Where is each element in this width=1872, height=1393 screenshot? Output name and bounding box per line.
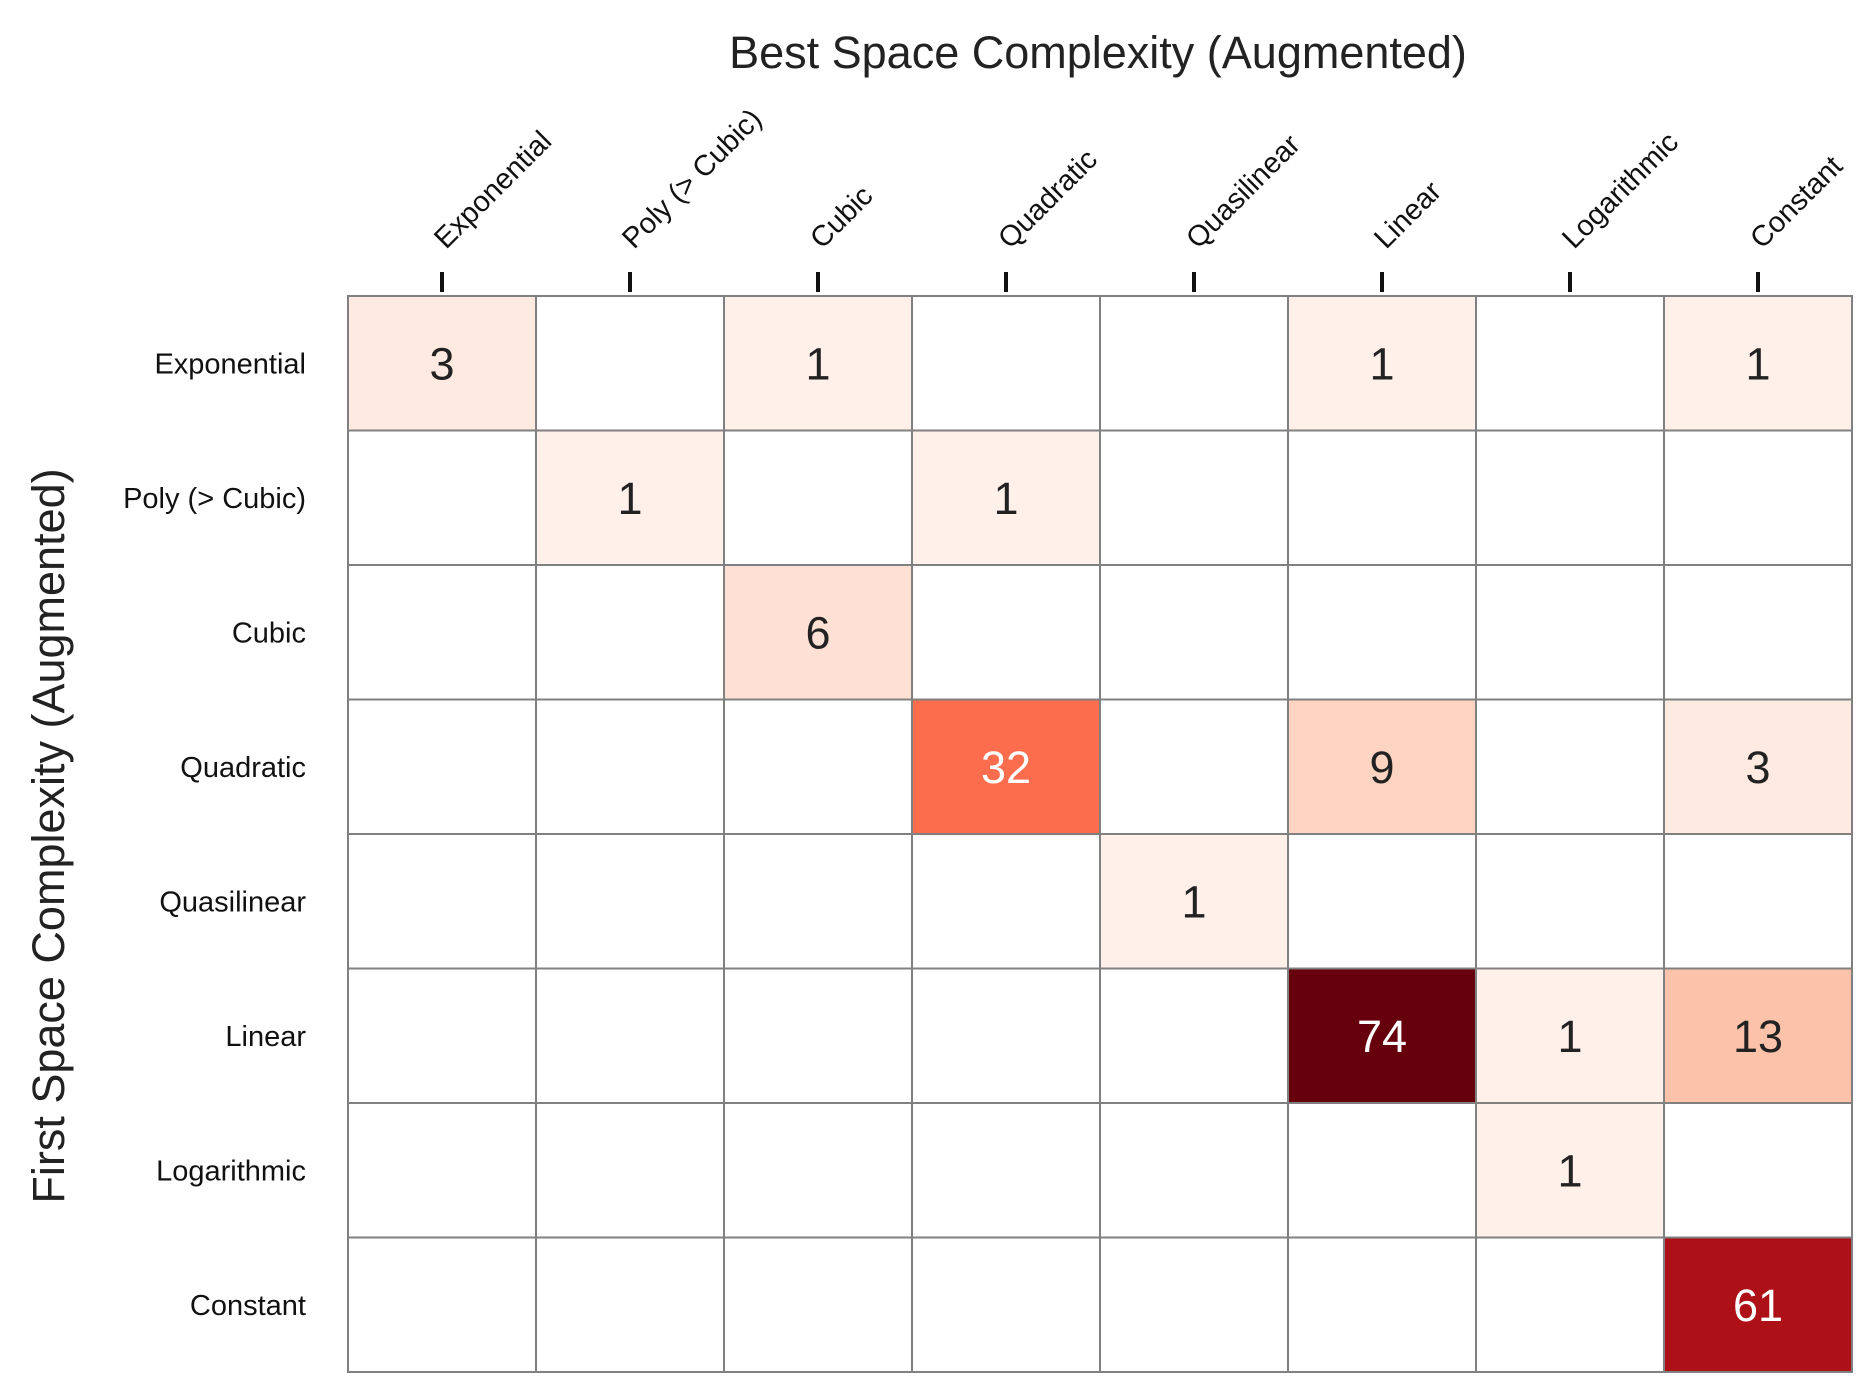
heatmap-cell	[1099, 967, 1289, 1104]
heatmap-cell	[347, 698, 537, 835]
heatmap-cell	[723, 1236, 913, 1373]
heatmap-cell	[535, 295, 725, 432]
y-tick-label: Poly (> Cubic)	[123, 483, 306, 515]
y-axis: Exponential Poly (> Cubic) Cubic Quadratic Q…	[123, 348, 306, 1322]
y-tick-label: Exponential	[154, 348, 306, 380]
heatmap-cell-label: 1	[617, 473, 642, 524]
heatmap-cell-label: 3	[1745, 742, 1770, 793]
heatmap-cell	[911, 295, 1101, 432]
x-axis: Exponential Poly (> Cubic) Cubic Quadratic Q…	[428, 103, 1849, 292]
heatmap-cell-label: 3	[429, 338, 454, 389]
x-tick-label: Poly (> Cubic)	[616, 103, 768, 255]
heatmap-cell	[1287, 429, 1477, 566]
heatmap-cell	[535, 698, 725, 835]
x-tick-label: Constant	[1744, 150, 1849, 255]
heatmap-cell	[723, 1102, 913, 1239]
heatmap-cell	[1287, 295, 1477, 432]
heatmap-cell	[1663, 564, 1853, 701]
y-tick-label: Quasilinear	[159, 886, 306, 918]
heatmap-cell	[347, 967, 537, 1104]
heatmap-cell	[347, 833, 537, 970]
heatmap-cell-label: 6	[805, 607, 830, 658]
heatmap-cell	[1663, 698, 1853, 835]
heatmap-cell	[1475, 698, 1665, 835]
heatmap-cell	[1099, 1236, 1289, 1373]
heatmap-cell	[1475, 833, 1665, 970]
heatmap-cell	[535, 967, 725, 1104]
heatmap-cell	[1099, 429, 1289, 566]
heatmap-cell-label: 1	[1369, 338, 1394, 389]
heatmap-cell	[1663, 429, 1853, 566]
heatmap-cell	[1663, 967, 1853, 1104]
heatmap-cell	[1663, 1236, 1853, 1373]
y-tick-label: Logarithmic	[156, 1155, 306, 1187]
heatmap-cell	[723, 967, 913, 1104]
y-tick-label: Linear	[225, 1021, 306, 1053]
heatmap-cell-label: 61	[1733, 1280, 1783, 1331]
heatmap-cell	[535, 1102, 725, 1239]
heatmap-cell	[1663, 833, 1853, 970]
heatmap-cell	[535, 564, 725, 701]
heatmap-cell-label: 1	[1557, 1011, 1582, 1062]
heatmap-cell	[1287, 564, 1477, 701]
y-tick-label: Constant	[190, 1290, 306, 1322]
heatmap-cell	[1663, 295, 1853, 432]
heatmap-cell	[1475, 295, 1665, 432]
y-axis-label: First Space Complexity (Augmented)	[23, 468, 74, 1203]
chart-title: Best Space Complexity (Augmented)	[729, 27, 1467, 78]
heatmap-cell-label: 74	[1357, 1011, 1407, 1062]
heatmap-cell	[723, 295, 913, 432]
heatmap-cell	[1475, 967, 1665, 1104]
heatmap-cell	[1099, 698, 1289, 835]
heatmap-cell	[347, 564, 537, 701]
heatmap-cell	[911, 1236, 1101, 1373]
heatmap-cell	[1475, 429, 1665, 566]
x-tick-label: Linear	[1368, 175, 1448, 255]
heatmap-cell	[723, 833, 913, 970]
heatmap-cell	[1287, 1236, 1477, 1373]
heatmap-cell	[347, 1236, 537, 1373]
x-tick-label: Cubic	[804, 180, 879, 255]
heatmap-cell	[911, 967, 1101, 1104]
heatmap-cell	[347, 429, 537, 566]
heatmap-cell	[1287, 833, 1477, 970]
heatmap-cell-label: 9	[1369, 742, 1394, 793]
heatmap-cell	[911, 564, 1101, 701]
x-tick-label: Logarithmic	[1556, 126, 1685, 255]
heatmap-cell	[911, 833, 1101, 970]
heatmap-cell-label: 1	[1745, 338, 1770, 389]
heatmap-cell	[535, 833, 725, 970]
heatmap-cell-label: 13	[1733, 1011, 1783, 1062]
heatmap-cell	[1287, 1102, 1477, 1239]
heatmap-cell	[723, 698, 913, 835]
heatmap-cell-label: 1	[1557, 1145, 1582, 1196]
heatmap-cell-label: 32	[981, 742, 1031, 793]
heatmap-cell	[1475, 564, 1665, 701]
heatmap-cell	[911, 698, 1101, 835]
y-tick-label: Quadratic	[180, 752, 306, 784]
heatmap-cell	[1099, 1102, 1289, 1239]
x-tick-label: Quadratic	[992, 143, 1104, 255]
heatmap-cell-label: 1	[805, 338, 830, 389]
heatmap-cell	[1663, 1102, 1853, 1239]
x-tick-label: Exponential	[428, 125, 558, 255]
x-tick-label: Quasilinear	[1180, 128, 1307, 255]
heatmap-cell	[1287, 967, 1477, 1104]
heatmap-cell-label: 1	[1181, 876, 1206, 927]
heatmap-cell	[1475, 1236, 1665, 1373]
heatmap-cell	[347, 295, 537, 432]
y-tick-label: Cubic	[232, 617, 306, 649]
heatmap-cell	[535, 429, 725, 566]
heatmap-cell	[1099, 295, 1289, 432]
heatmap-cell	[723, 429, 913, 566]
heatmap-cell	[535, 1236, 725, 1373]
heatmap-cell	[911, 1102, 1101, 1239]
heatmap-cells	[347, 295, 1853, 1373]
heatmap-cell	[1099, 564, 1289, 701]
heatmap-cell-label: 1	[993, 473, 1018, 524]
heatmap-cell	[911, 429, 1101, 566]
heatmap-cell-labels: 3 1 1 1 1 1 6 32 9 3 1 74 1 13 1 61	[429, 338, 1783, 1331]
heatmap-cell	[347, 1102, 537, 1239]
